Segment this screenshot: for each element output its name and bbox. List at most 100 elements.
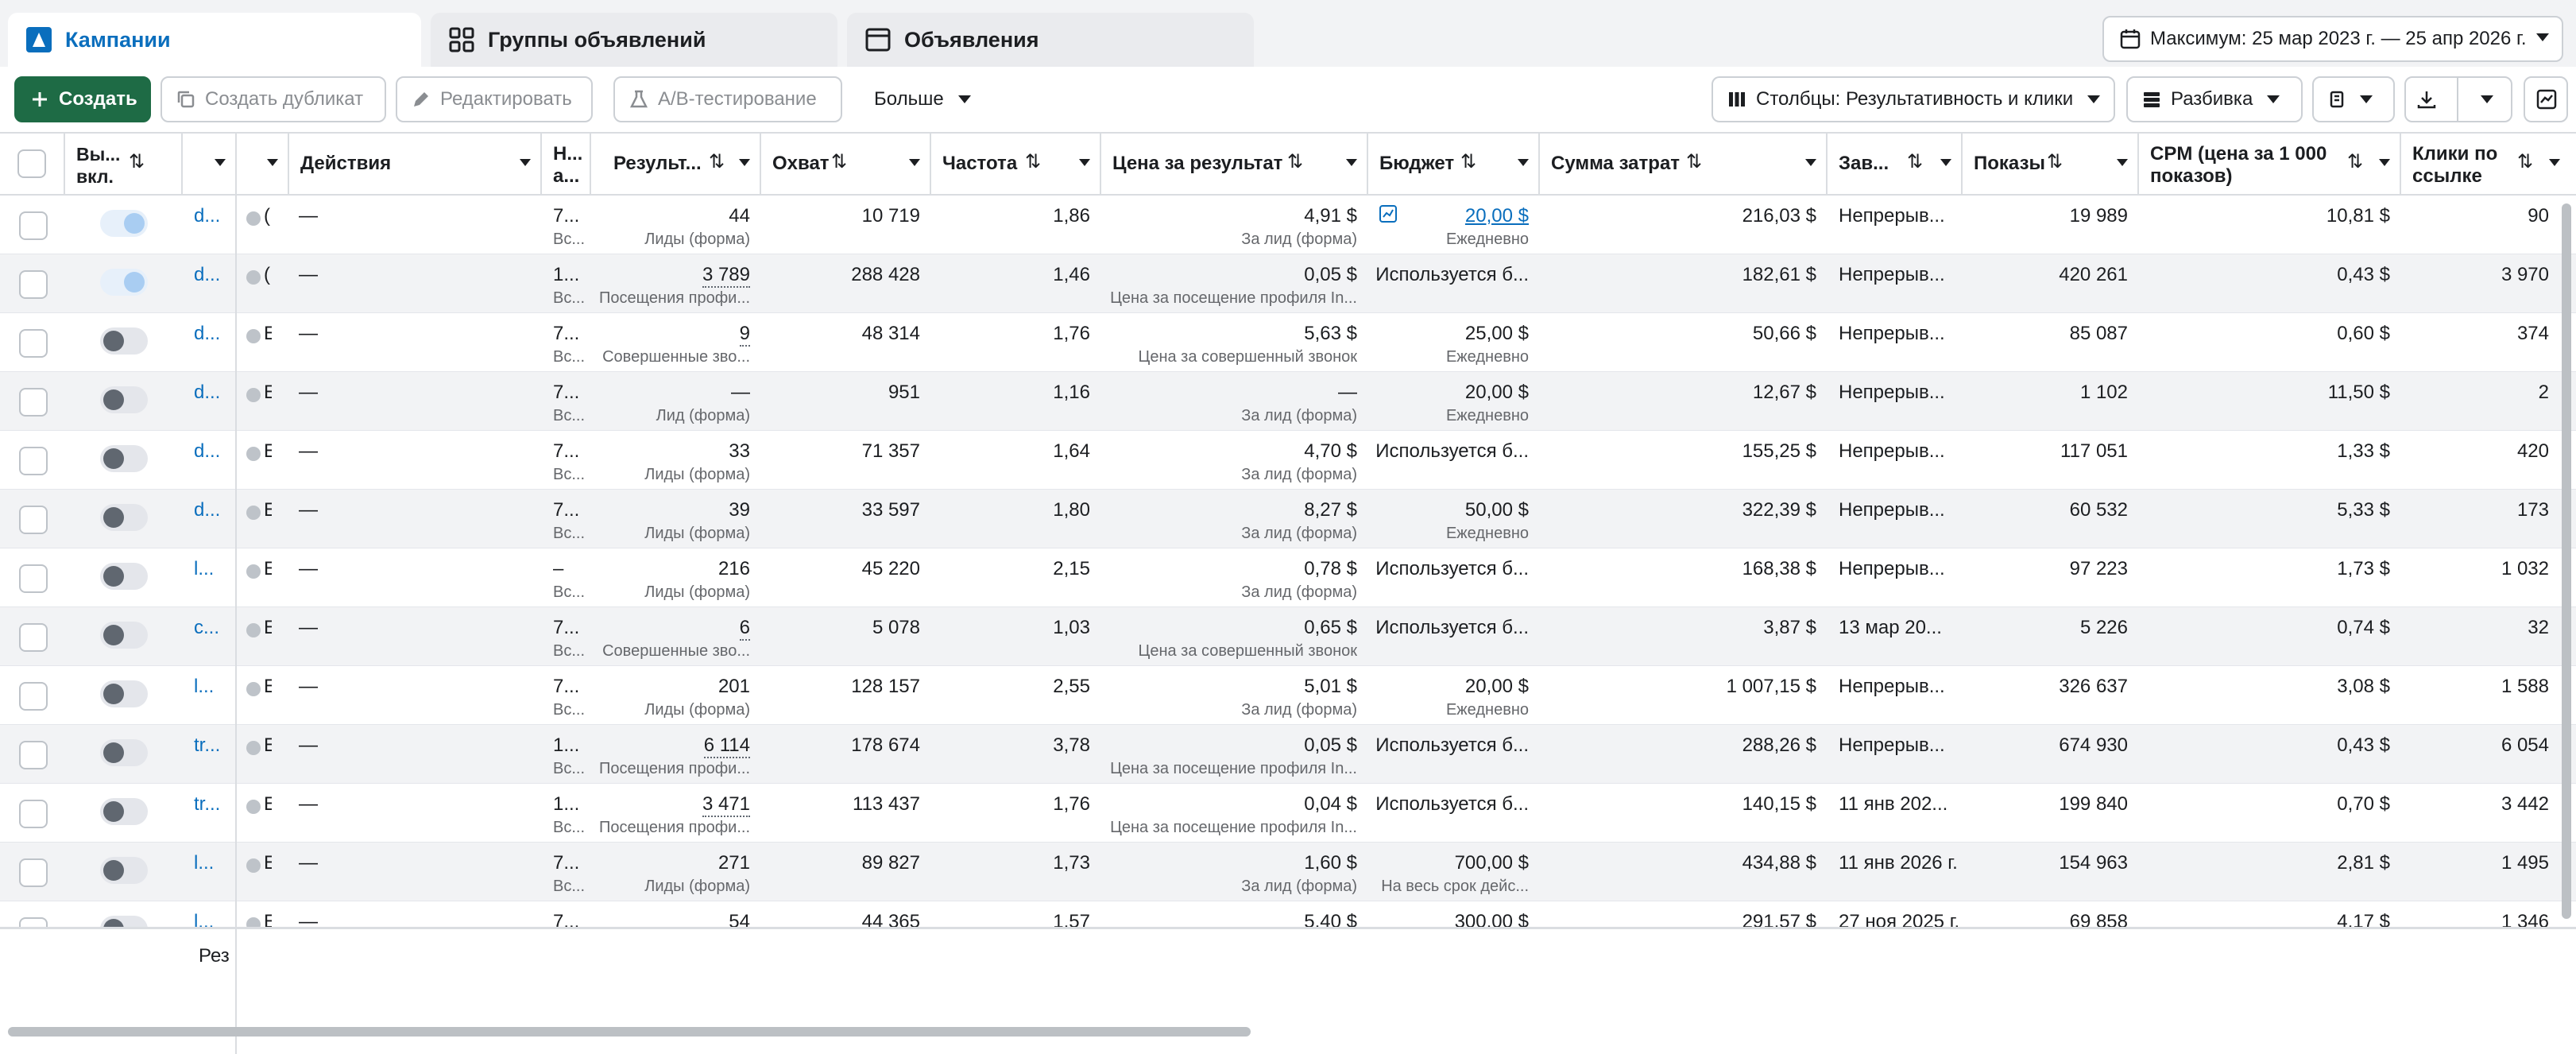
sort-icon[interactable]: ⇅ — [2347, 151, 2364, 172]
row-checkbox[interactable] — [19, 800, 48, 828]
campaign-toggle[interactable] — [100, 680, 148, 707]
row-checkbox[interactable] — [19, 211, 48, 240]
campaign-name-link[interactable]: d... — [194, 264, 221, 285]
table-row[interactable]: l... E — 7... Вс... 271 Лиды (форма) 89 827 1,73… — [0, 843, 2576, 901]
chevron-down-icon[interactable] — [1346, 159, 1357, 166]
campaign-toggle[interactable] — [100, 386, 148, 413]
col-frequency[interactable]: Частота ⇅ — [931, 134, 1101, 196]
duplicate-button[interactable]: Создать дубликат — [161, 76, 386, 122]
campaign-toggle[interactable] — [100, 210, 148, 237]
ab-test-button[interactable]: A/B-тестирование — [613, 76, 842, 122]
chevron-down-icon[interactable] — [2549, 159, 2560, 166]
col-spent[interactable]: Сумма затрат ⇅ — [1540, 134, 1828, 196]
campaign-name-link[interactable]: d... — [194, 382, 221, 403]
tab-ad-groups[interactable]: Группы объявлений — [431, 13, 837, 67]
row-checkbox[interactable] — [19, 506, 48, 534]
tab-campaigns[interactable]: Кампании — [8, 13, 421, 67]
campaign-name-link[interactable]: tr... — [194, 734, 221, 756]
chart-button[interactable] — [2524, 76, 2568, 122]
campaign-name-link[interactable]: c... — [194, 617, 220, 638]
col-status[interactable] — [237, 134, 289, 196]
col-cpm[interactable]: CPM (цена за 1 000 показов) ⇅ — [2139, 134, 2401, 196]
chevron-down-icon[interactable] — [2117, 159, 2128, 166]
sort-icon[interactable]: ⇅ — [2047, 151, 2064, 172]
table-row[interactable]: d... (— 7... Вс... 44 Лиды (форма) 10 719 1,86 4… — [0, 196, 2576, 254]
col-ends[interactable]: Зав... ⇅ — [1828, 134, 1963, 196]
campaign-toggle[interactable] — [100, 857, 148, 884]
col-name[interactable] — [183, 134, 237, 196]
table-row[interactable]: d... E — 7... Вс... — Лид (форма) 951 1,16 — За ли… — [0, 372, 2576, 431]
cell-value[interactable]: 6 114 — [703, 734, 750, 758]
campaign-name-link[interactable]: tr... — [194, 793, 221, 815]
chevron-down-icon[interactable] — [739, 159, 750, 166]
cell-value[interactable]: 6 — [739, 617, 750, 641]
chevron-down-icon[interactable] — [1079, 159, 1090, 166]
campaign-name-link[interactable]: l... — [194, 852, 215, 874]
table-row[interactable]: l... E — 7... Вс... 201 Лиды (форма) 128 157 2,5… — [0, 666, 2576, 725]
select-all-checkbox[interactable] — [17, 149, 46, 178]
campaign-toggle[interactable] — [100, 504, 148, 531]
col-actions[interactable]: Действия — [289, 134, 542, 196]
reports-button[interactable] — [2312, 76, 2395, 122]
cell-value[interactable]: 9 — [739, 323, 750, 347]
col-budget[interactable]: Бюджет ⇅ — [1368, 134, 1540, 196]
campaign-name-link[interactable]: d... — [194, 205, 221, 227]
edit-button[interactable]: Редактировать — [396, 76, 593, 122]
col-clicks[interactable]: Клики по ссылке ⇅ — [2401, 134, 2560, 196]
table-row[interactable]: l... E — – Вс... 216 Лиды (форма) 45 220 2,15 0,7… — [0, 548, 2576, 607]
sort-icon[interactable]: ⇅ — [831, 151, 848, 172]
table-row[interactable]: d... (— 1... Вс... 3 789 Посещения профи... 28… — [0, 254, 2576, 313]
row-checkbox[interactable] — [19, 682, 48, 711]
chevron-down-icon[interactable] — [2379, 159, 2390, 166]
budget-chart-icon[interactable] — [1379, 205, 1397, 228]
chevron-down-icon[interactable] — [520, 159, 531, 166]
col-toggle[interactable]: Вы... вкл. ⇅ — [65, 134, 183, 196]
campaign-name-link[interactable]: d... — [194, 440, 221, 462]
columns-button[interactable]: Столбцы: Результативность и клики — [1712, 76, 2115, 122]
sort-icon[interactable]: ⇅ — [1686, 151, 1703, 172]
chevron-down-icon[interactable] — [1518, 159, 1529, 166]
sort-icon[interactable]: ⇅ — [1460, 151, 1477, 172]
campaign-toggle[interactable] — [100, 327, 148, 355]
export-button[interactable] — [2404, 76, 2512, 122]
campaign-toggle[interactable] — [100, 269, 148, 296]
col-cost-per-result[interactable]: Цена за результат ⇅ — [1101, 134, 1368, 196]
chevron-down-icon[interactable] — [2481, 95, 2493, 103]
campaign-name-link[interactable]: l... — [194, 558, 215, 579]
date-range-picker[interactable]: Максимум: 25 мар 2023 г. — 25 апр 2026 г… — [2102, 16, 2563, 62]
campaign-toggle[interactable] — [100, 445, 148, 472]
col-impressions[interactable]: Показы ⇅ — [1963, 134, 2139, 196]
chevron-down-icon[interactable] — [909, 159, 920, 166]
sort-icon[interactable]: ⇅ — [2517, 151, 2534, 172]
chevron-down-icon[interactable] — [1805, 159, 1816, 166]
sort-icon[interactable]: ⇅ — [1025, 151, 1042, 172]
cell-value[interactable]: 3 471 — [702, 793, 750, 817]
download-icon[interactable] — [2406, 78, 2458, 121]
table-row[interactable]: d... E — 7... Вс... 33 Лиды (форма) 71 357 1,64 4… — [0, 431, 2576, 490]
row-checkbox[interactable] — [19, 858, 48, 887]
row-checkbox[interactable] — [19, 623, 48, 652]
chevron-down-icon[interactable] — [215, 159, 226, 166]
campaign-name-link[interactable]: d... — [194, 323, 221, 344]
col-na[interactable]: Н... а... — [542, 134, 591, 196]
row-checkbox[interactable] — [19, 564, 48, 593]
row-checkbox[interactable] — [19, 329, 48, 358]
campaign-name-link[interactable]: d... — [194, 499, 221, 521]
vertical-scrollbar[interactable] — [2562, 203, 2571, 919]
chevron-down-icon[interactable] — [1940, 159, 1951, 166]
row-checkbox[interactable] — [19, 741, 48, 769]
sort-icon[interactable]: ⇅ — [1287, 151, 1304, 172]
row-checkbox[interactable] — [19, 270, 48, 299]
tab-ads[interactable]: Объявления — [847, 13, 1254, 67]
cell-value[interactable]: 20,00 $ — [1464, 205, 1529, 227]
horizontal-scrollbar[interactable] — [8, 1027, 1251, 1037]
campaign-name-link[interactable]: l... — [194, 676, 215, 697]
breakdown-button[interactable]: Разбивка — [2126, 76, 2303, 122]
sort-icon[interactable]: ⇅ — [709, 151, 725, 172]
table-row[interactable]: tr... E — 1... Вс... 6 114 Посещения профи... 1… — [0, 725, 2576, 784]
sort-icon[interactable]: ⇅ — [129, 151, 145, 172]
campaign-toggle[interactable] — [100, 622, 148, 649]
cell-value[interactable]: 3 789 — [702, 264, 750, 288]
create-button[interactable]: Создать — [14, 76, 151, 122]
campaign-toggle[interactable] — [100, 563, 148, 590]
